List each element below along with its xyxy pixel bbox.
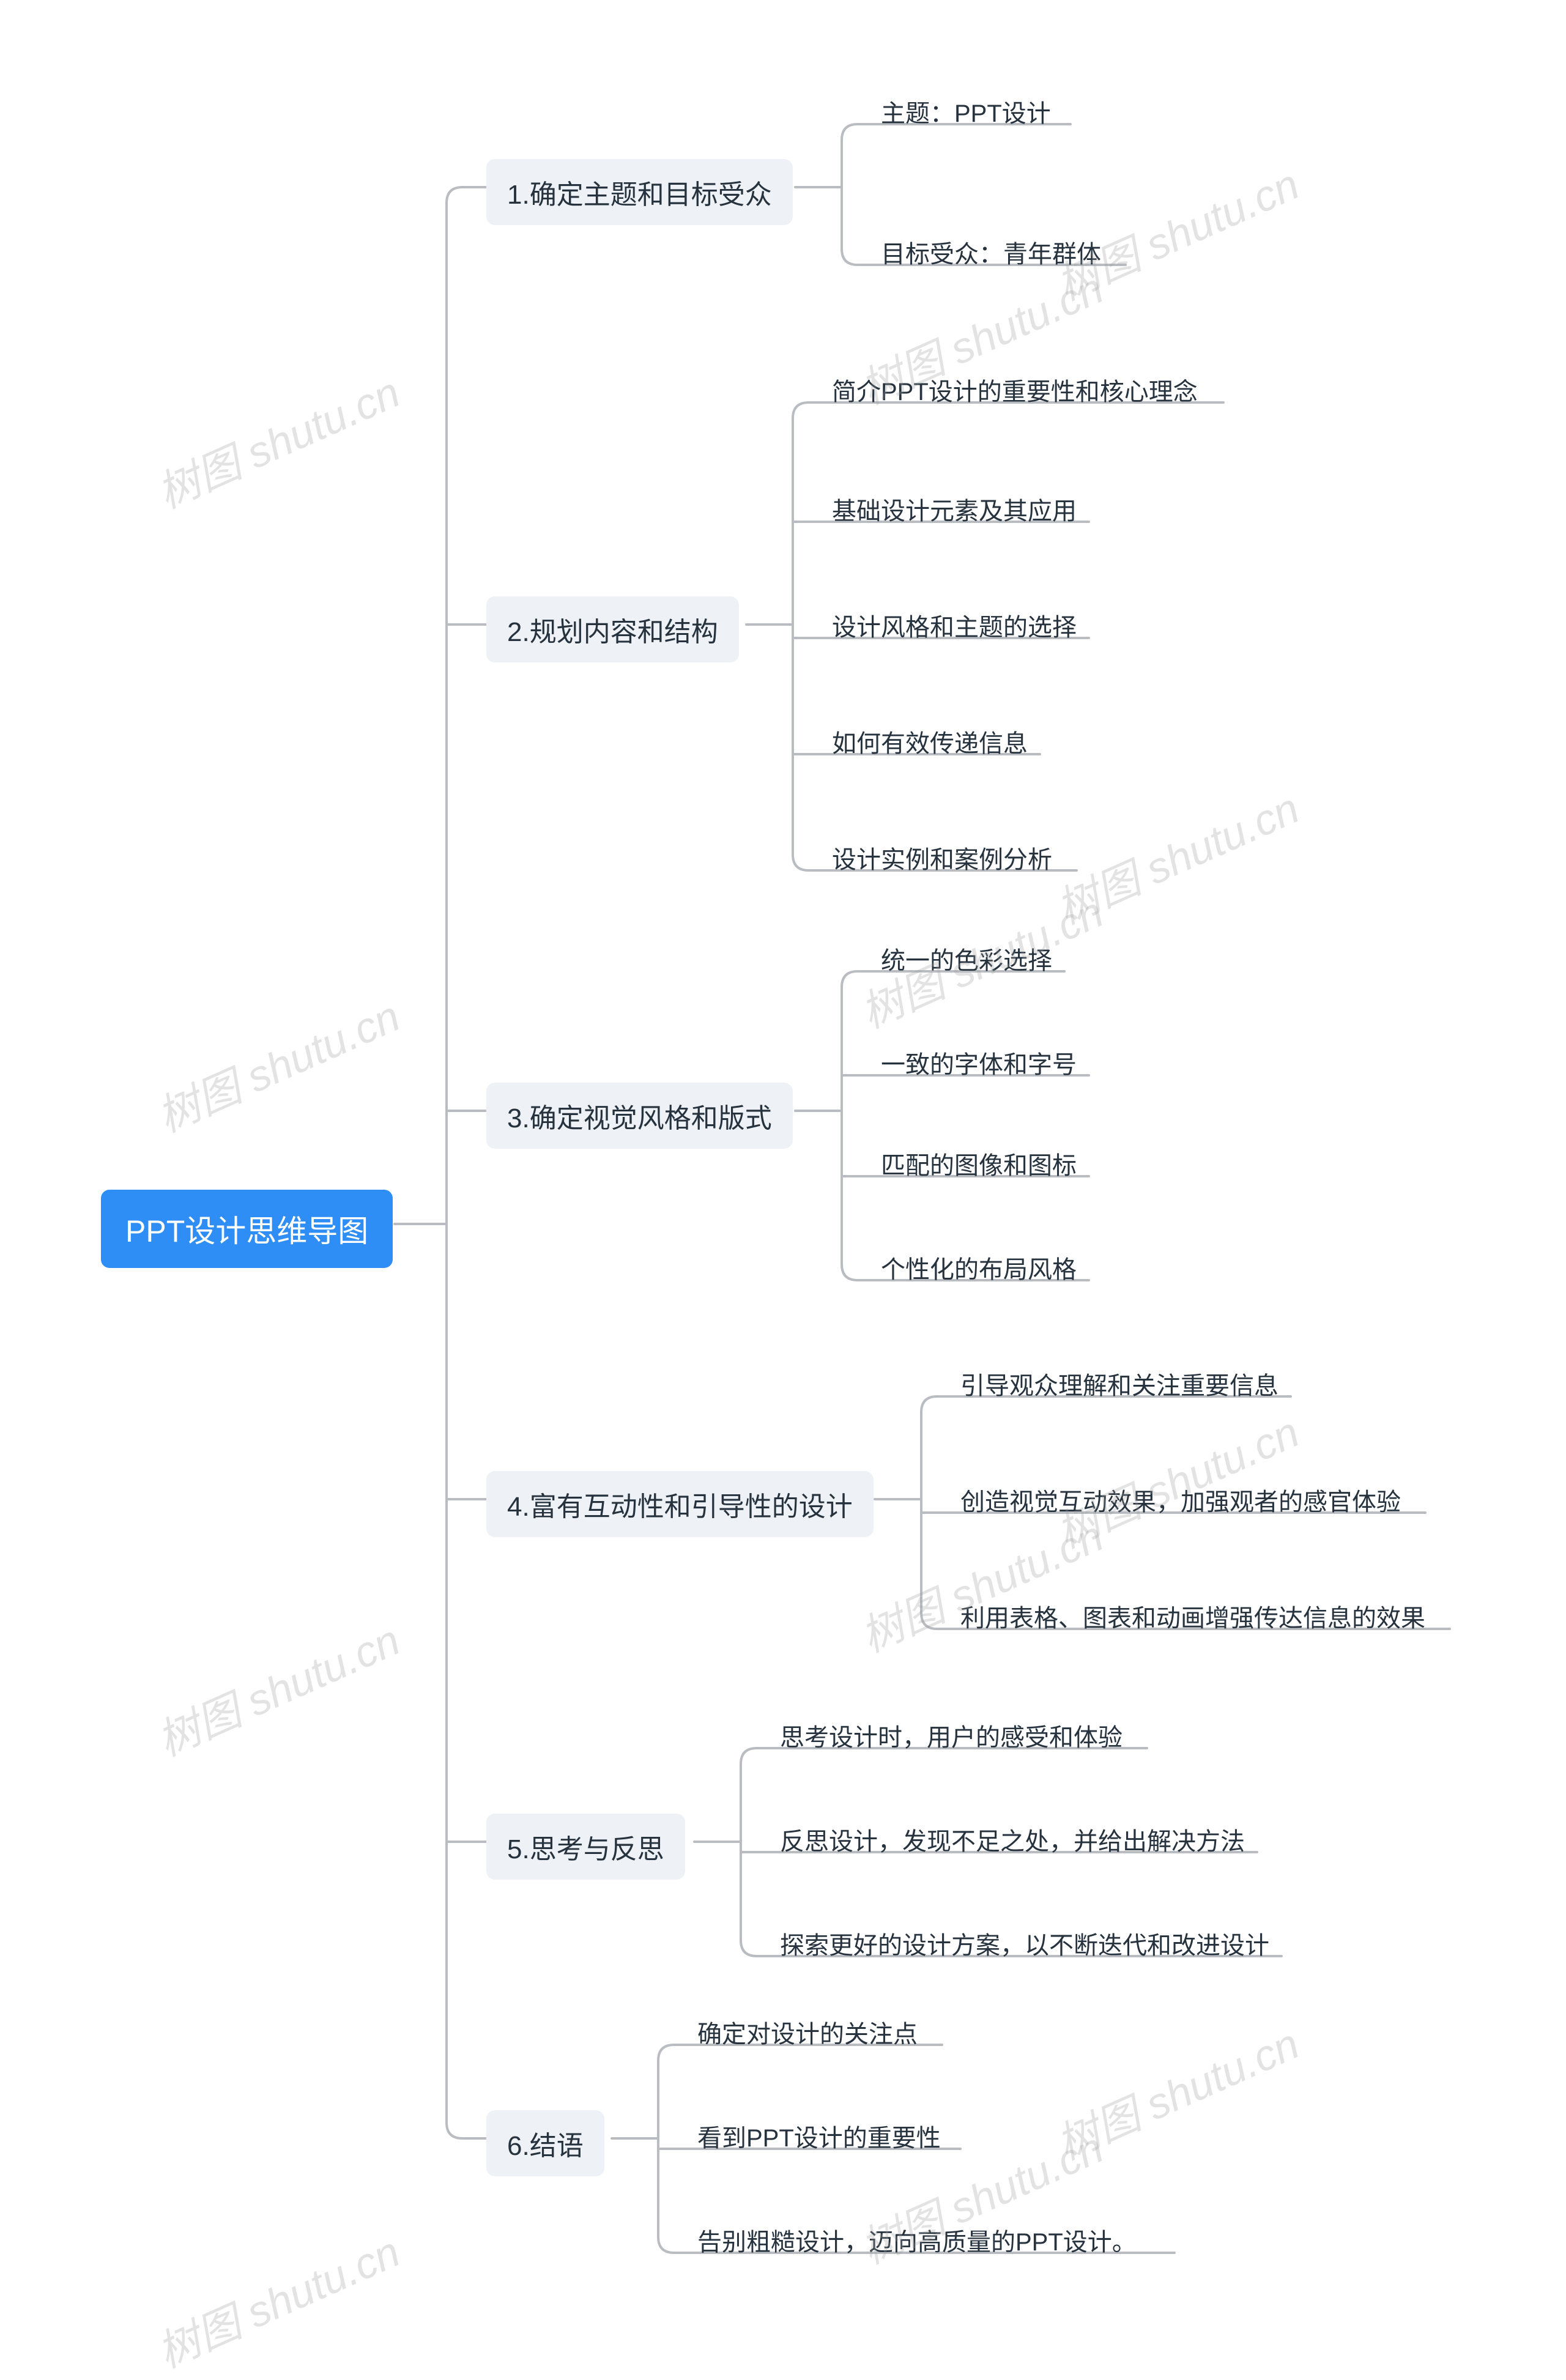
watermark: 树图 shutu.cn: [1045, 774, 1307, 936]
leaf-node: 主题：PPT设计: [881, 90, 1051, 133]
watermark: 树图 shutu.cn: [146, 358, 408, 521]
branch-node: 2.规划内容和结构: [486, 596, 739, 662]
watermark: 树图 shutu.cn: [850, 1502, 1111, 1664]
leaf-node: 简介PPT设计的重要性和核心理念: [832, 368, 1198, 411]
watermark: 树图 shutu.cn: [146, 1606, 408, 1768]
leaf-node: 利用表格、图表和动画增强传达信息的效果: [960, 1595, 1425, 1637]
leaf-node: 设计实例和案例分析: [832, 836, 1052, 879]
leaf-node: 如何有效传递信息: [832, 720, 1028, 763]
branch-to-leaves-connector: [795, 971, 878, 1280]
leaf-node: 思考设计时，用户的感受和体验: [780, 1714, 1123, 1757]
leaf-node: 反思设计，发现不足之处，并给出解决方法: [780, 1818, 1245, 1861]
branch-node: 5.思考与反思: [486, 1814, 685, 1880]
leaf-node: 统一的色彩选择: [881, 937, 1052, 980]
watermark: 树图 shutu.cn: [146, 2218, 408, 2380]
branch-to-leaves-connector: [612, 2045, 695, 2253]
branch-to-leaves-connector: [795, 124, 878, 265]
watermark: 树图 shutu.cn: [1045, 2010, 1307, 2172]
leaf-node: 匹配的图像和图标: [881, 1142, 1077, 1185]
branch-node: 6.结语: [486, 2110, 604, 2176]
branch-to-leaves-connector: [694, 1748, 777, 1956]
leaf-node: 看到PPT设计的重要性: [697, 2115, 941, 2157]
leaf-node: 探索更好的设计方案，以不断迭代和改进设计: [780, 1922, 1269, 1965]
leaf-node: 目标受众：青年群体: [881, 231, 1101, 273]
root-node: PPT设计思维导图: [101, 1190, 393, 1268]
branch-to-leaves-connector: [875, 1396, 958, 1629]
leaf-node: 确定对设计的关注点: [697, 2011, 918, 2053]
leaf-node: 个性化的布局风格: [881, 1246, 1077, 1289]
leaf-node: 创造视觉互动效果，加强观者的感官体验: [960, 1478, 1401, 1521]
root-to-branches-connector: [395, 187, 486, 2138]
leaf-node: 基础设计元素及其应用: [832, 487, 1077, 530]
leaf-node: 告别粗糙设计，迈向高质量的PPT设计。: [697, 2219, 1137, 2261]
watermark: 树图 shutu.cn: [146, 982, 408, 1144]
branch-node: 4.富有互动性和引导性的设计: [486, 1471, 874, 1537]
branch-node: 1.确定主题和目标受众: [486, 159, 793, 225]
branch-node: 3.确定视觉风格和版式: [486, 1083, 793, 1149]
leaf-node: 引导观众理解和关注重要信息: [960, 1362, 1278, 1405]
branch-to-leaves-connector: [746, 402, 829, 870]
leaf-node: 一致的字体和字号: [881, 1041, 1077, 1084]
leaf-node: 设计风格和主题的选择: [832, 604, 1077, 647]
